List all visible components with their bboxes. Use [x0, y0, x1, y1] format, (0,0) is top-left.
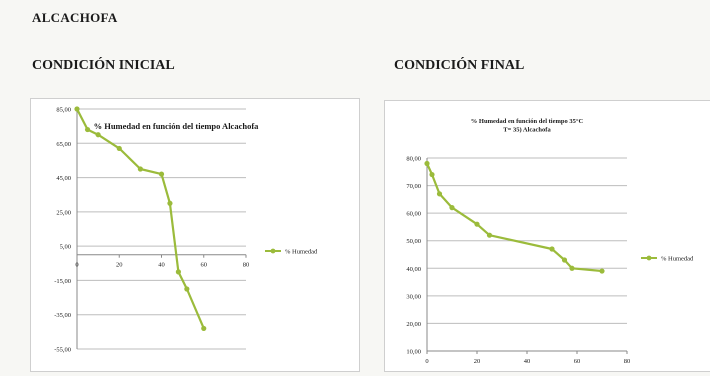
data-point	[569, 265, 575, 271]
data-point	[549, 246, 555, 252]
data-point	[474, 221, 480, 227]
y-tick-label: 30,00	[406, 293, 421, 300]
data-point	[95, 132, 101, 138]
final-condition-heading: CONDICIÓN FINAL	[394, 58, 525, 73]
data-point	[599, 268, 605, 274]
x-tick-label: 80	[243, 262, 250, 269]
x-tick-label: 60	[201, 262, 208, 269]
initial-condition-heading: CONDICIÓN INICIAL	[32, 58, 175, 73]
data-point	[486, 232, 493, 238]
y-tick-label: -15,00	[54, 278, 71, 285]
legend-label: % Humedad	[661, 256, 694, 263]
x-tick-label: 60	[574, 358, 581, 365]
data-point	[429, 171, 435, 178]
series-line	[76, 108, 205, 329]
data-point	[449, 205, 455, 211]
y-tick-label: 10,00	[406, 349, 421, 356]
chart-title: % Humedad en función del tiempo Alcachof…	[94, 121, 260, 131]
y-tick-label: 45,00	[56, 175, 71, 182]
y-tick-label: 60,00	[406, 211, 421, 218]
data-point	[137, 166, 143, 172]
final-chart: 80,00 70,00 60,00 50,00 40,00 30,00 20,00 10,00…	[406, 118, 694, 365]
x-tick-label: 0	[75, 262, 78, 269]
page-title: ALCACHOFA	[32, 10, 118, 25]
data-point	[116, 145, 122, 152]
x-tick-label: 40	[158, 262, 165, 269]
x-tick-label: 40	[524, 358, 531, 365]
data-point	[84, 126, 91, 133]
y-tick-label: 70,00	[406, 183, 421, 190]
x-tick-label: 20	[474, 358, 481, 365]
data-point	[175, 269, 181, 275]
initial-chart-frame: 85,00 65,00 45,00 25,00 5,00 -15,00 -35,00 -55,…	[30, 98, 360, 372]
legend-swatch-marker	[270, 248, 276, 254]
data-point	[436, 191, 443, 197]
y-tick-label: 65,00	[56, 141, 71, 148]
y-tick-label: 5,00	[60, 244, 71, 251]
data-point	[184, 286, 190, 292]
x-tick-label: 0	[425, 358, 428, 365]
x-tick-label: 80	[624, 358, 631, 365]
initial-chart: 85,00 65,00 45,00 25,00 5,00 -15,00 -35,00 -55,…	[54, 106, 318, 354]
data-point	[561, 257, 568, 263]
legend-label: % Humedad	[285, 249, 318, 256]
series-line	[425, 163, 603, 273]
y-tick-label: -55,00	[54, 347, 71, 354]
final-chart-frame: 80,00 70,00 60,00 50,00 40,00 30,00 20,00 10,00…	[384, 100, 710, 372]
data-point	[424, 160, 430, 167]
x-tick-label: 20	[116, 262, 123, 269]
y-tick-label: 20,00	[406, 321, 421, 328]
data-point	[201, 325, 207, 332]
y-tick-label: 80,00	[406, 156, 421, 163]
legend-swatch-marker	[646, 255, 652, 261]
y-tick-label: -35,00	[54, 312, 71, 319]
data-point	[74, 106, 80, 112]
data-point	[167, 200, 173, 206]
y-tick-label: 50,00	[406, 238, 421, 245]
y-tick-label: 85,00	[56, 107, 71, 114]
chart-title: % Humedad en función del tiempo 35°C T= 3…	[471, 118, 584, 134]
y-tick-label: 25,00	[56, 209, 71, 216]
data-point	[158, 171, 165, 177]
y-tick-label: 40,00	[406, 266, 421, 273]
